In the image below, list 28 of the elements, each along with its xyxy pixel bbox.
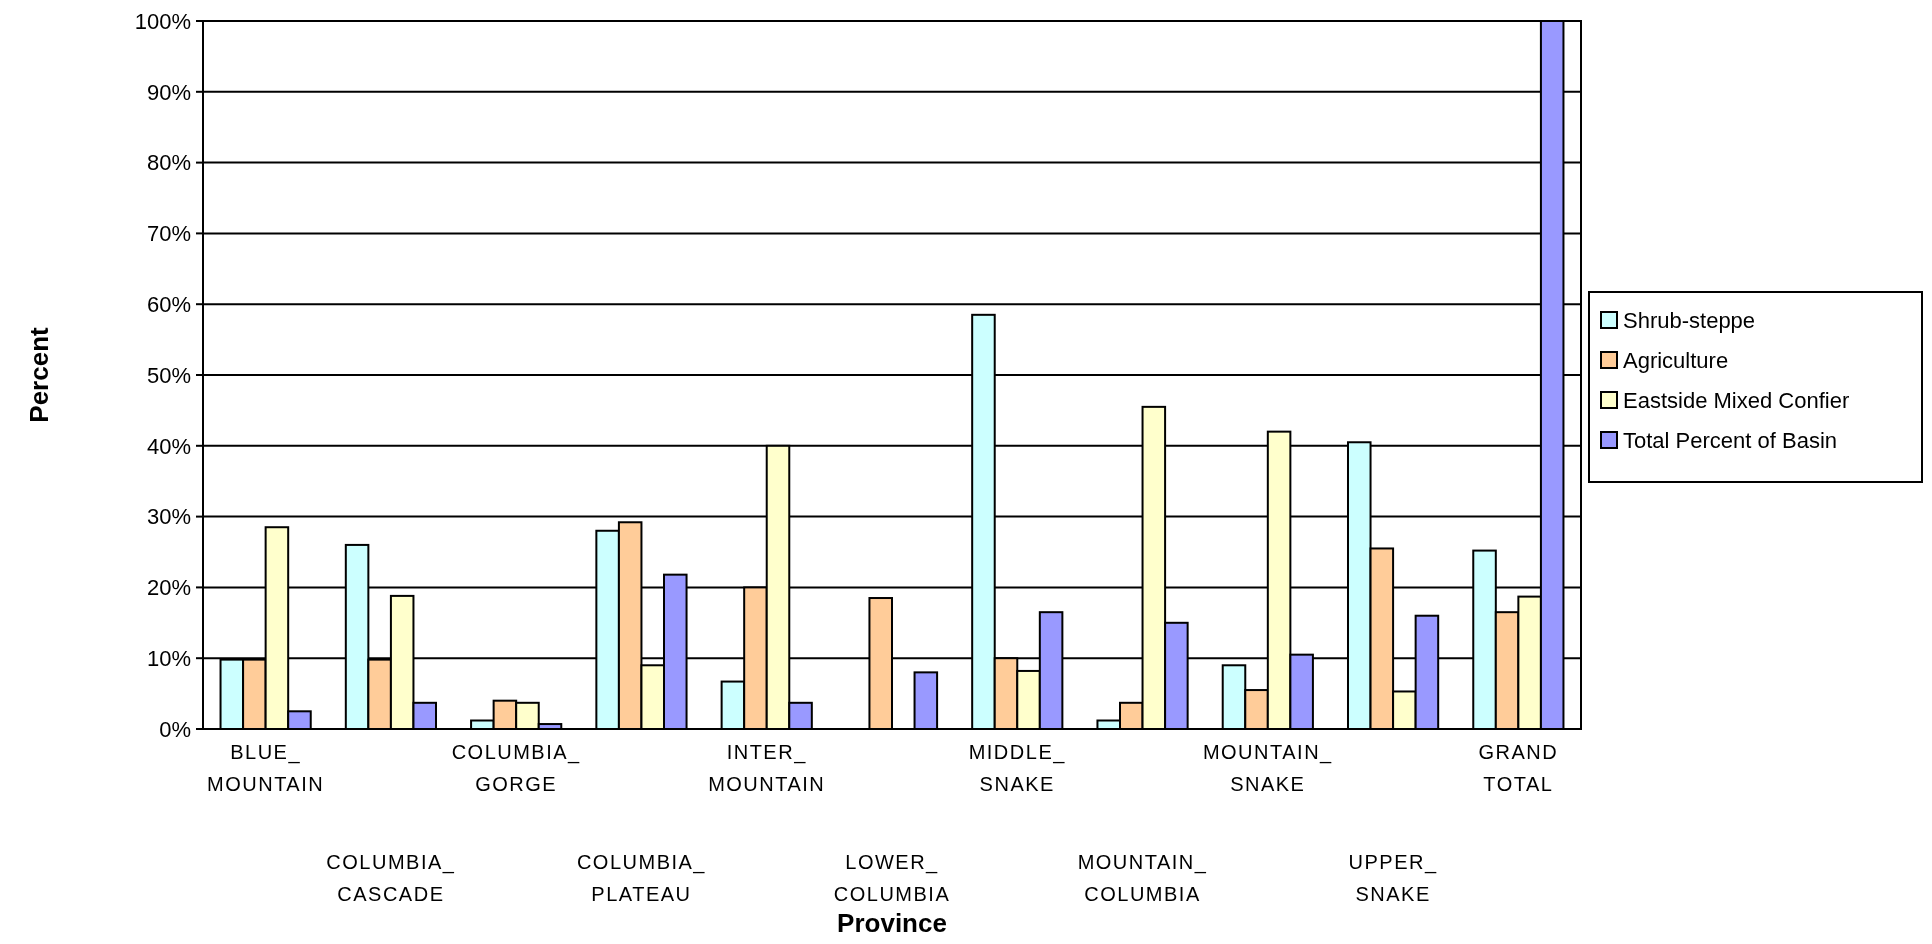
x-tick-label: MIDDLE_ SNAKE bbox=[968, 741, 1066, 795]
legend-label: Total Percent of Basin bbox=[1623, 427, 1838, 453]
x-tick-label: BLUE_ MOUNTAIN bbox=[207, 741, 325, 795]
y-tick-label: 90% bbox=[146, 79, 191, 105]
x-tick-label: COLUMBIA_ PLATEAU bbox=[576, 851, 706, 905]
x-tick-label: COLUMBIA_ GORGE bbox=[451, 741, 581, 795]
x-tick-label: INTER_ MOUNTAIN bbox=[708, 741, 826, 795]
x-tick-label: MOUNTAIN_ COLUMBIA bbox=[1077, 851, 1208, 905]
y-tick-label: 0% bbox=[159, 716, 191, 742]
x-tick-label: MOUNTAIN_ SNAKE bbox=[1202, 741, 1333, 795]
x-tick-label: LOWER_ COLUMBIA bbox=[833, 851, 951, 905]
y-tick-label: 70% bbox=[146, 221, 191, 247]
y-tick-label: 80% bbox=[146, 150, 191, 176]
legend-label: Shrub-steppe bbox=[1623, 307, 1756, 333]
x-tick-label: GRAND TOTAL bbox=[1478, 741, 1559, 795]
y-tick-label: 20% bbox=[146, 575, 191, 601]
y-tick-label: 100% bbox=[134, 8, 191, 34]
x-tick-label: COLUMBIA_ CASCADE bbox=[326, 851, 456, 905]
x-axis-title: Province bbox=[837, 908, 947, 938]
legend-label: Agriculture bbox=[1623, 347, 1729, 373]
y-tick-label: 40% bbox=[146, 433, 191, 459]
x-tick-label: UPPER_ SNAKE bbox=[1348, 851, 1438, 905]
legend-label: Eastside Mixed Confier bbox=[1623, 387, 1850, 413]
y-tick-label: 30% bbox=[146, 504, 191, 530]
y-axis-title: Percent bbox=[24, 326, 54, 423]
y-tick-label: 60% bbox=[146, 291, 191, 317]
y-tick-label: 10% bbox=[146, 645, 191, 671]
y-tick-label: 50% bbox=[146, 362, 191, 388]
